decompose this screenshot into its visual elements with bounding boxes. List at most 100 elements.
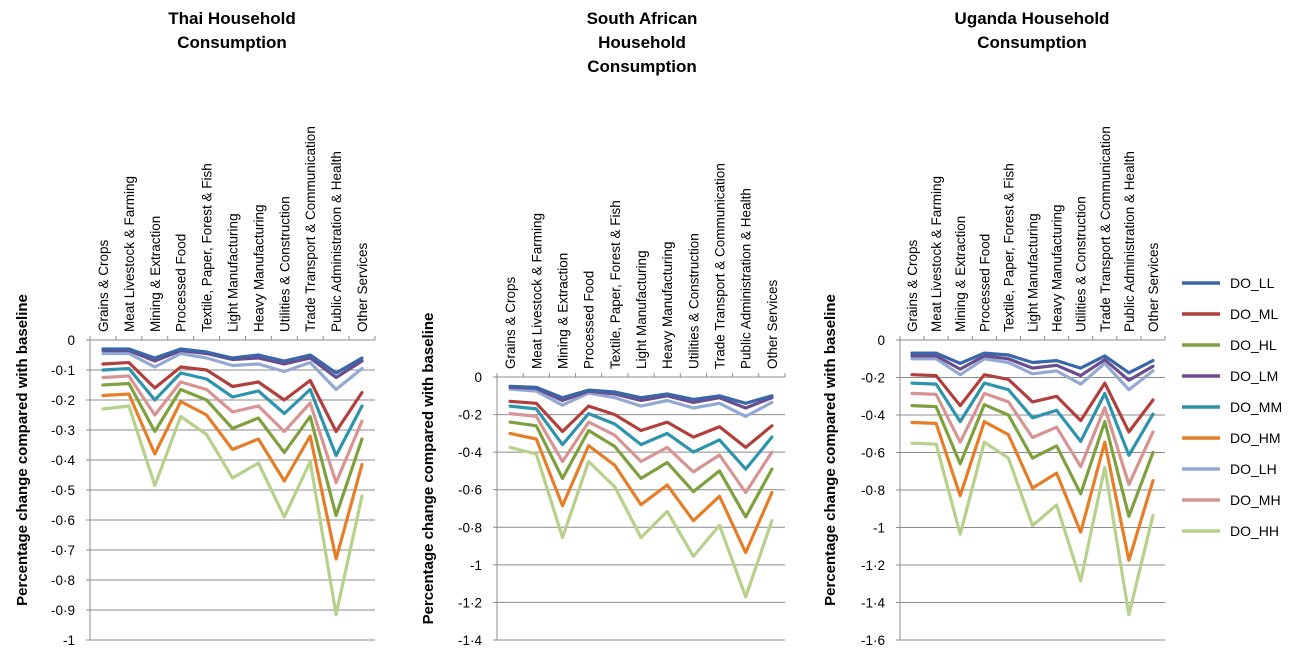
chart-title-line: Consumption: [977, 33, 1087, 52]
y-tick-label: -0·8: [861, 483, 885, 498]
y-tick-label: -0·2: [51, 393, 75, 408]
y-tick-label: 0: [67, 333, 75, 348]
y-tick-label: -1: [873, 521, 885, 536]
series-line-do-mh: [508, 412, 774, 495]
series-line-do-ll: [101, 347, 364, 375]
y-tick-label: -1: [63, 633, 75, 648]
legend: DO_LL DO_ML DO_HL DO_LM DO_MM DO_HM DO_LH DO_MH…: [1182, 275, 1282, 539]
series-line-do-hl: [508, 420, 774, 519]
x-category-label: Mining & Extraction: [953, 216, 968, 332]
series-line-do-lh: [910, 357, 1155, 392]
series-line-do-lh: [508, 387, 774, 418]
x-category-label: Heavy Manufacturing: [251, 204, 266, 332]
series-line-do-ml: [910, 373, 1155, 434]
y-tick-label: -0·6: [861, 446, 885, 461]
y-tick-label: -0·4: [458, 445, 482, 460]
y-axis-label: Percentage change compared with baseline: [822, 294, 839, 606]
series-line-do-hh: [101, 404, 364, 617]
x-category-label: Other Services: [1146, 242, 1161, 332]
x-category-label: Trade Transport & Communication: [303, 126, 318, 332]
series-line-do-mh: [101, 374, 364, 485]
series-line-do-lm: [508, 385, 774, 410]
x-category-label: Heavy Manufacturing: [1050, 204, 1065, 332]
x-category-label: Other Services: [355, 242, 370, 332]
series-line-do-mm: [508, 404, 774, 471]
chart-title-line: Household: [598, 33, 686, 52]
series-line-do-hm: [508, 431, 774, 555]
x-category-label: Grains & Crops: [503, 276, 518, 369]
x-category-label: Processed Food: [174, 234, 189, 332]
x-category-label: Public Administration & Health: [329, 151, 344, 332]
x-category-label: Meat Livestock & Farming: [122, 176, 137, 332]
y-tick-label: -0·1: [51, 363, 75, 378]
chart-title-line: Uganda Household: [955, 9, 1110, 28]
x-category-label: Meat Livestock & Farming: [529, 213, 544, 369]
x-category-label: Public Administration & Health: [739, 188, 754, 369]
x-category-label: Utilities & Construction: [686, 233, 701, 369]
x-category-label: Light Manufacturing: [226, 213, 241, 332]
y-tick-label: 0: [474, 370, 482, 385]
y-axis-label: Percentage change compared with baseline: [420, 313, 437, 625]
x-category-label: Public Administration & Health: [1122, 151, 1137, 332]
series-line-do-lm: [910, 354, 1155, 382]
y-tick-label: -0·2: [458, 408, 482, 423]
x-category-label: Mining & Extraction: [148, 216, 163, 332]
series-line-do-hh: [508, 445, 774, 599]
series-line-do-ll: [910, 351, 1155, 375]
y-tick-label: -0·3: [51, 423, 75, 438]
legend-label: DO_HH: [1230, 523, 1279, 539]
x-category-label: Textile, Paper, Forest & Fish: [1001, 163, 1016, 332]
legend-label: DO_MH: [1230, 492, 1281, 508]
y-tick-label: -1·2: [458, 595, 482, 610]
chart-title-line: Consumption: [587, 57, 697, 76]
x-category-label: Grains & Crops: [96, 239, 111, 332]
series-line-do-ml: [508, 399, 774, 449]
legend-label: DO_MM: [1230, 399, 1282, 415]
chart-panel-3: Uganda Household Consumption Percentage ch…: [822, 9, 1166, 648]
series-line-do-mm: [910, 381, 1155, 457]
y-tick-label: 0: [877, 333, 885, 348]
legend-label: DO_LL: [1230, 275, 1275, 291]
y-tick-label: -0·4: [51, 453, 75, 468]
series-line-do-ll: [508, 384, 774, 405]
y-tick-label: -1: [470, 558, 482, 573]
y-tick-label: -0·6: [51, 513, 75, 528]
x-category-label: Mining & Extraction: [555, 253, 570, 369]
y-tick-label: -0·7: [51, 543, 75, 558]
series-line-do-ml: [101, 360, 364, 434]
x-category-label: Light Manufacturing: [1026, 213, 1041, 332]
series-line-do-lh: [101, 351, 364, 392]
y-tick-label: -0·8: [458, 520, 482, 535]
series-line-do-hl: [910, 403, 1155, 518]
legend-label: DO_LH: [1230, 461, 1277, 477]
x-category-label: Processed Food: [582, 271, 597, 369]
y-tick-label: -0·5: [51, 483, 75, 498]
y-tick-label: -1·2: [861, 558, 885, 573]
y-tick-label: -0·2: [861, 371, 885, 386]
y-tick-label: -0·6: [458, 483, 482, 498]
y-axis-label: Percentage change compared with baseline: [14, 294, 31, 606]
y-tick-label: -0·8: [51, 573, 75, 588]
legend-label: DO_HL: [1230, 337, 1277, 353]
chart-title-line: Thai Household: [168, 9, 296, 28]
legend-label: DO_ML: [1230, 306, 1278, 322]
series-line-do-hm: [910, 420, 1155, 562]
x-category-label: Processed Food: [977, 234, 992, 332]
chart-panel-1: Thai Household Consumption Percentage chan…: [14, 9, 376, 648]
x-category-label: Grains & Crops: [905, 239, 920, 332]
x-category-label: Heavy Manufacturing: [660, 241, 675, 369]
x-category-label: Light Manufacturing: [634, 250, 649, 369]
legend-label: DO_HM: [1230, 430, 1281, 446]
x-category-label: Textile, Paper, Forest & Fish: [608, 200, 623, 369]
chart-title-line: Consumption: [177, 33, 287, 52]
series-line-do-mm: [101, 366, 364, 458]
y-tick-label: -1·6: [861, 633, 885, 648]
x-category-label: Trade Transport & Communication: [1098, 126, 1113, 332]
x-category-label: Trade Transport & Communication: [713, 163, 728, 369]
chart-title-line: South African: [587, 9, 698, 28]
y-tick-label: -1·4: [861, 596, 885, 611]
legend-label: DO_LM: [1230, 368, 1278, 384]
x-category-label: Utilities & Construction: [1074, 196, 1089, 332]
x-category-label: Other Services: [765, 279, 780, 369]
